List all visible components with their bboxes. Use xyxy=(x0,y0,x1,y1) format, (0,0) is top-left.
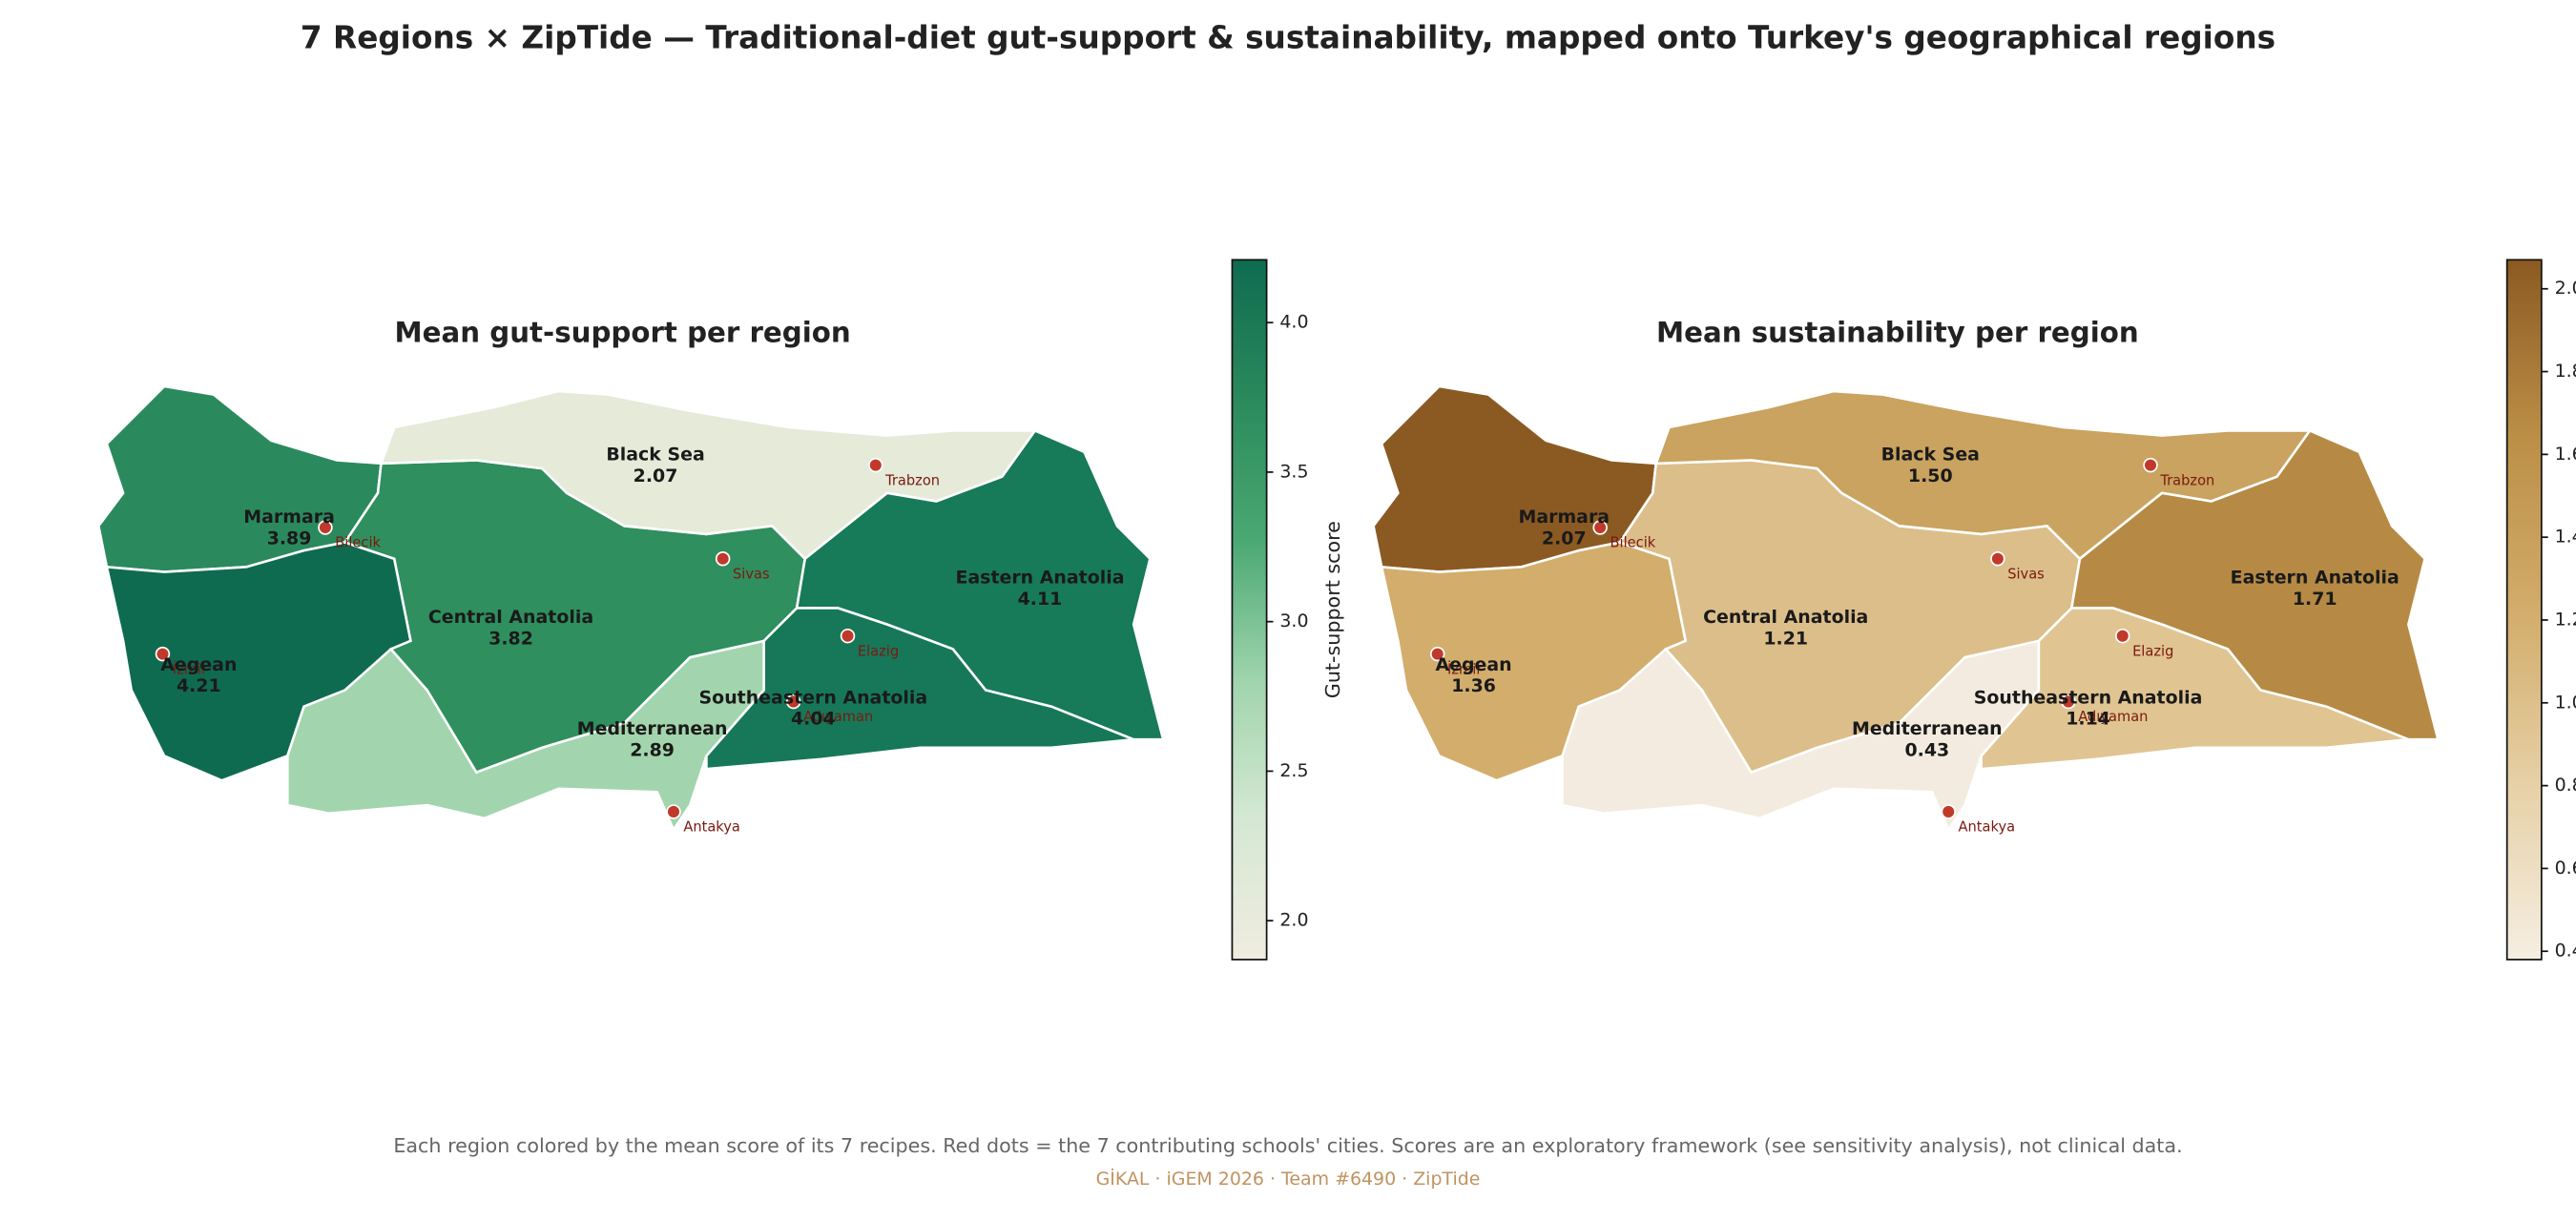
region-name: Aegean xyxy=(160,654,237,675)
region-value: 1.21 xyxy=(1763,628,1808,649)
region xyxy=(1980,607,2409,771)
city-dot xyxy=(785,693,801,710)
city-label: Antakya xyxy=(1959,819,2016,836)
city-label: Trabzon xyxy=(2159,472,2214,488)
city-dot xyxy=(318,520,333,535)
city-dot xyxy=(2061,693,2076,710)
colorbar-tick-label: 0.8 xyxy=(2555,775,2576,796)
region-value: 2.07 xyxy=(1542,528,1587,548)
city-dot xyxy=(2114,628,2130,644)
city-label: Antakya xyxy=(683,819,740,836)
region-value: 1.71 xyxy=(2293,589,2337,610)
region-name: Mediterranean xyxy=(577,718,728,739)
region-value: 4.11 xyxy=(1018,589,1063,610)
colorbar xyxy=(1231,259,1268,961)
region-value: 2.07 xyxy=(634,466,678,486)
colorbar-label: Gut-support score xyxy=(1321,521,1344,698)
region-value: 1.50 xyxy=(1908,466,1953,486)
region-value: 3.82 xyxy=(488,628,533,649)
city-dot xyxy=(1592,520,1608,535)
region-name: Southeastern Anatolia xyxy=(1974,687,2203,708)
city-dot xyxy=(666,804,681,819)
city-label: Sivas xyxy=(2007,566,2045,582)
colorbar-tick-label: 4.0 xyxy=(1279,312,1308,333)
city-dot xyxy=(840,628,856,644)
footer-note: Each region colored by the mean score of… xyxy=(393,1134,2182,1157)
region-value: 4.04 xyxy=(791,709,836,730)
city-dot xyxy=(1429,646,1445,662)
city-label: Sivas xyxy=(733,566,770,582)
region-value: 1.36 xyxy=(1451,675,1496,696)
region-name: Eastern Anatolia xyxy=(2231,568,2399,589)
region-value: 4.21 xyxy=(177,675,221,696)
city-dot xyxy=(868,457,883,473)
colorbar-tick-label: 3.5 xyxy=(1279,461,1308,482)
region-name: Marmara xyxy=(243,507,335,528)
region xyxy=(705,607,1134,771)
region-name: Marmara xyxy=(1518,507,1610,528)
city-label: Bilecik xyxy=(1610,535,1656,551)
city-dot xyxy=(1941,804,1956,819)
colorbar-tick-label: 1.0 xyxy=(2555,692,2576,713)
region-name: Black Sea xyxy=(606,444,704,465)
region-value: 2.89 xyxy=(630,739,675,760)
colorbar-tick-label: 0.6 xyxy=(2555,858,2576,879)
city-label: Bilecik xyxy=(335,535,381,551)
city-label: İzmir xyxy=(173,660,208,677)
colorbar-tick-label: 3.0 xyxy=(1279,610,1308,631)
city-dot xyxy=(715,551,731,567)
colorbar-tick-label: 2.0 xyxy=(1279,910,1308,931)
colorbar-tick-label: 1.6 xyxy=(2555,444,2576,465)
footer-credit: GİKAL · iGEM 2026 · Team #6490 · ZipTide xyxy=(1096,1168,1481,1190)
city-label: Elazig xyxy=(858,643,899,659)
region-name: Central Anatolia xyxy=(428,607,593,628)
city-label: Trabzon xyxy=(884,472,940,488)
map-panel: Mean sustainability per region Bilecik İzm… xyxy=(1372,259,2576,962)
figure-title: 7 Regions × ZipTide — Traditional-diet g… xyxy=(301,20,2275,56)
colorbar-tick-label: 1.8 xyxy=(2555,361,2576,382)
region-value: 3.89 xyxy=(267,528,312,548)
colorbar xyxy=(2505,259,2543,961)
city-dot xyxy=(1990,551,2005,567)
city-dot xyxy=(155,646,171,662)
panel-title: Mean gut-support per region xyxy=(395,316,851,348)
region-name: Southeastern Anatolia xyxy=(699,687,928,708)
colorbar-tick-label: 1.4 xyxy=(2555,527,2576,548)
region-name: Eastern Anatolia xyxy=(955,568,1124,589)
panel-title: Mean sustainability per region xyxy=(1656,316,2139,348)
colorbar-tick-label: 0.4 xyxy=(2555,941,2576,962)
region-name: Central Anatolia xyxy=(1703,607,1868,628)
city-label: İzmir xyxy=(1447,660,1483,677)
region-name: Aegean xyxy=(1435,654,1511,675)
map-panel: Mean gut-support per region Bilecik İzmir S… xyxy=(96,259,1344,961)
city-dot xyxy=(2143,457,2158,473)
colorbar-tick-label: 2.0 xyxy=(2555,278,2576,299)
region-value: 0.43 xyxy=(1904,739,1949,760)
city-label: Adıyaman xyxy=(2078,709,2148,725)
colorbar-tick-label: 1.2 xyxy=(2555,609,2576,630)
colorbar-tick-label: 2.5 xyxy=(1279,760,1308,781)
city-label: Adıyaman xyxy=(803,709,873,725)
region-name: Black Sea xyxy=(1881,444,1980,465)
region-name: Mediterranean xyxy=(1852,718,2003,739)
city-label: Elazig xyxy=(2132,643,2173,659)
region-value: 1.14 xyxy=(2066,709,2110,730)
